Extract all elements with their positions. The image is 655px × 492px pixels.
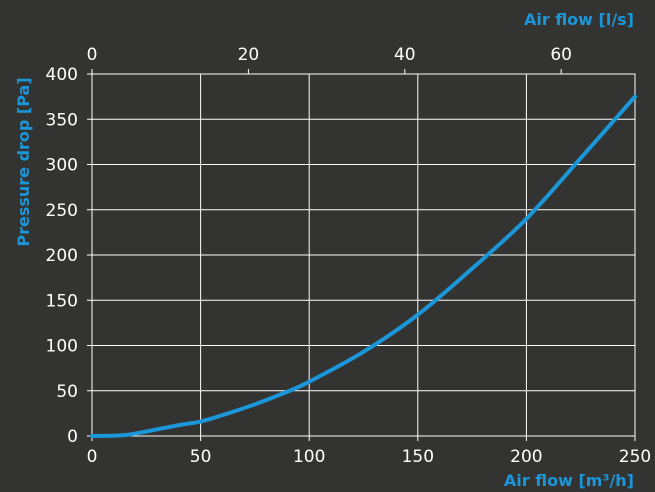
left-axis: 0 50 100 150 200 250 300 350 400 [46,65,92,447]
x-tick-label: 100 [293,447,325,467]
y-axis-title: Pressure drop [Pa] [14,77,33,246]
x-tick-label: 250 [619,447,651,467]
x-axis-title: Air flow [m³/h] [504,471,634,490]
x2-tick-label: 0 [87,45,98,65]
x-tick-label: 0 [87,447,98,467]
x-tick-label: 200 [510,447,542,467]
y-tick-label: 200 [46,246,78,266]
x-tick-label: 50 [190,447,212,467]
y-tick-label: 50 [56,382,78,402]
series-layer [90,94,637,438]
x2-axis-title: Air flow [l/s] [524,10,634,29]
y-tick-label: 300 [46,156,78,176]
x-tick-label: 150 [402,447,434,467]
x2-tick-label: 60 [550,45,572,65]
y-tick-label: 150 [46,291,78,311]
top-axis: 0 20 40 60 [87,45,572,74]
x2-tick-label: 20 [238,45,260,65]
y-tick-label: 0 [67,427,78,447]
y-tick-label: 250 [46,201,78,221]
grid-lines [92,74,635,436]
y-tick-label: 400 [46,65,78,85]
bottom-axis: 0 50 100 150 200 250 [87,436,651,467]
series-line [90,94,637,438]
y-tick-label: 100 [46,337,78,357]
x2-tick-label: 40 [394,45,416,65]
y-tick-label: 350 [46,110,78,130]
